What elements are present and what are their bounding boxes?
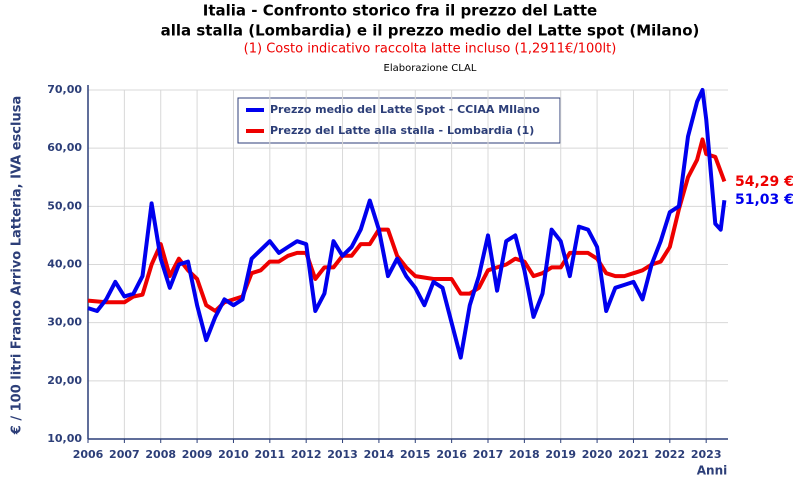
x-axis-label: Anni xyxy=(697,464,728,478)
y-tick-label: 60,00 xyxy=(47,141,82,154)
x-tick-label: 2015 xyxy=(400,448,431,461)
x-tick-label: 2014 xyxy=(364,448,395,461)
x-tick-label: 2018 xyxy=(509,448,540,461)
end-label: 54,29 € xyxy=(735,174,794,190)
x-tick-label: 2012 xyxy=(291,448,322,461)
x-tick-label: 2009 xyxy=(182,448,213,461)
y-tick-label: 20,00 xyxy=(47,374,82,387)
x-tick-label: 2021 xyxy=(618,448,649,461)
y-axis-label: € / 100 litri Franco Arrivo Latteria, IV… xyxy=(10,96,25,435)
y-tick-label: 30,00 xyxy=(47,316,82,329)
series-line xyxy=(87,88,727,360)
x-tick-label: 2007 xyxy=(109,448,140,461)
legend-label: Prezzo medio del Latte Spot - CCIAA MIla… xyxy=(270,103,540,116)
legend-label: Prezzo del Latte alla stalla - Lombardia… xyxy=(270,124,534,137)
x-tick-label: 2017 xyxy=(473,448,504,461)
chart-subtitle: (1) Costo indicativo raccolta latte incl… xyxy=(244,42,617,57)
chart-title: alla stalla (Lombardia) e il prezzo medi… xyxy=(161,22,700,40)
x-tick-label: 2013 xyxy=(327,448,358,461)
y-tick-label: 50,00 xyxy=(47,199,82,212)
x-tick-label: 2016 xyxy=(436,448,467,461)
y-tick-label: 70,00 xyxy=(47,83,82,96)
chart-title: Italia - Confronto storico fra il prezzo… xyxy=(203,2,597,20)
y-tick-label: 10,00 xyxy=(47,432,82,445)
legend-box xyxy=(237,97,561,144)
x-tick-label: 2019 xyxy=(545,448,576,461)
note: Elaborazione CLAL xyxy=(384,63,477,74)
x-tick-label: 2011 xyxy=(255,448,286,461)
x-tick-label: 2008 xyxy=(145,448,176,461)
x-tick-label: 2010 xyxy=(218,448,249,461)
x-tick-label: 2006 xyxy=(73,448,104,461)
series-line xyxy=(87,137,727,313)
y-tick-label: 40,00 xyxy=(47,258,82,271)
x-tick-label: 2020 xyxy=(582,448,613,461)
x-tick-label: 2022 xyxy=(655,448,686,461)
x-tick-label: 2023 xyxy=(691,448,722,461)
end-label: 51,03 € xyxy=(735,192,794,208)
